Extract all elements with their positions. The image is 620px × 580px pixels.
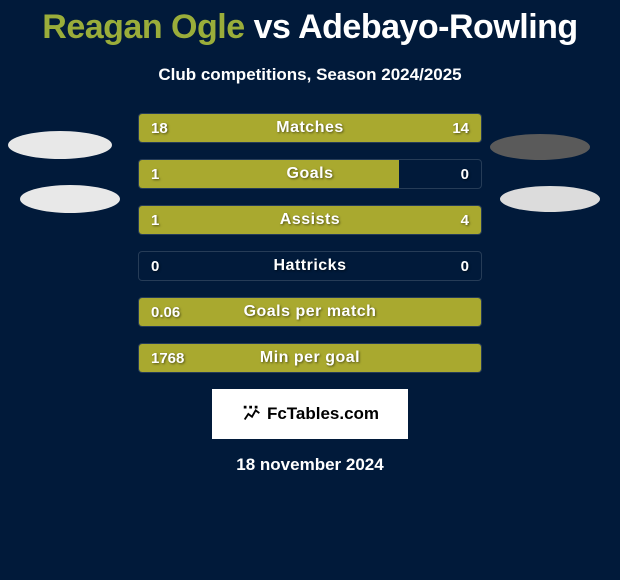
stat-label: Assists bbox=[139, 206, 481, 234]
stat-value-right: 0 bbox=[461, 160, 469, 188]
stat-label: Hattricks bbox=[139, 252, 481, 280]
comparison-title: Reagan Ogle vs Adebayo-Rowling bbox=[0, 0, 620, 47]
stat-row: 18Matches14 bbox=[138, 113, 482, 143]
decorative-ellipse bbox=[500, 186, 600, 212]
stat-row: 1Goals0 bbox=[138, 159, 482, 189]
stat-value-right: 0 bbox=[461, 252, 469, 280]
stat-row: 1Assists4 bbox=[138, 205, 482, 235]
stat-value-right: 4 bbox=[461, 206, 469, 234]
decorative-ellipse bbox=[20, 185, 120, 213]
comparison-chart: 18Matches141Goals01Assists40Hattricks00.… bbox=[0, 113, 620, 373]
player2-name: Adebayo-Rowling bbox=[298, 8, 578, 46]
stat-label: Goals bbox=[139, 160, 481, 188]
player1-name: Reagan Ogle bbox=[42, 8, 244, 46]
stat-label: Matches bbox=[139, 114, 481, 142]
stat-value-right: 14 bbox=[452, 114, 469, 142]
stat-row: 0.06Goals per match bbox=[138, 297, 482, 327]
decorative-ellipse bbox=[8, 131, 112, 159]
stat-label: Goals per match bbox=[139, 298, 481, 326]
stat-row: 0Hattricks0 bbox=[138, 251, 482, 281]
decorative-ellipse bbox=[490, 134, 590, 160]
logo-icon bbox=[241, 403, 263, 425]
stat-row: 1768Min per goal bbox=[138, 343, 482, 373]
logo-text: FcTables.com bbox=[267, 404, 379, 424]
stat-label: Min per goal bbox=[139, 344, 481, 372]
subtitle: Club competitions, Season 2024/2025 bbox=[0, 65, 620, 85]
vs-text: vs bbox=[254, 8, 291, 46]
date-text: 18 november 2024 bbox=[0, 455, 620, 475]
logo-box: FcTables.com bbox=[212, 389, 408, 439]
